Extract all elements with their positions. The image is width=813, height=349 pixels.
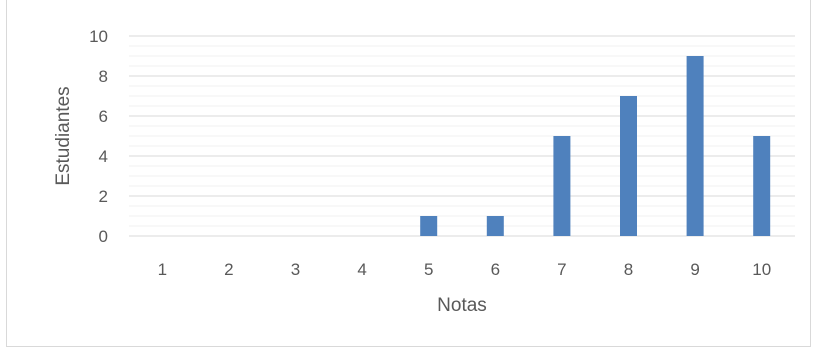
x-tick-label: 9 xyxy=(690,260,699,279)
y-tick-label: 2 xyxy=(99,187,108,206)
bar xyxy=(686,56,704,236)
x-axis-title: Notas xyxy=(437,295,487,316)
bar xyxy=(753,136,771,236)
x-tick-label: 8 xyxy=(624,260,633,279)
x-tick-label: 10 xyxy=(752,260,771,279)
y-axis-title: Estudiantes xyxy=(53,86,74,185)
x-tick-label: 1 xyxy=(158,260,167,279)
bar xyxy=(620,96,637,236)
y-tick-label: 10 xyxy=(89,27,108,46)
bar xyxy=(486,216,504,236)
bar xyxy=(420,216,438,236)
y-tick-label: 4 xyxy=(99,147,108,166)
y-tick-labels: 0 2 4 6 8 10 xyxy=(89,27,108,246)
bar-layer xyxy=(420,56,771,236)
bar xyxy=(553,136,571,236)
x-tick-label: 5 xyxy=(424,260,433,279)
y-tick-label: 0 xyxy=(99,227,108,246)
x-tick-label: 7 xyxy=(557,260,566,279)
grid-layer xyxy=(129,35,795,237)
y-tick-label: 8 xyxy=(99,67,108,86)
x-tick-label: 6 xyxy=(491,260,500,279)
x-tick-label: 4 xyxy=(357,260,366,279)
chart-frame xyxy=(6,0,811,347)
x-tick-label: 2 xyxy=(224,260,233,279)
y-tick-label: 6 xyxy=(99,107,108,126)
x-tick-labels: 1 2 3 4 5 6 7 8 9 10 xyxy=(158,260,772,279)
x-tick-label: 3 xyxy=(291,260,300,279)
